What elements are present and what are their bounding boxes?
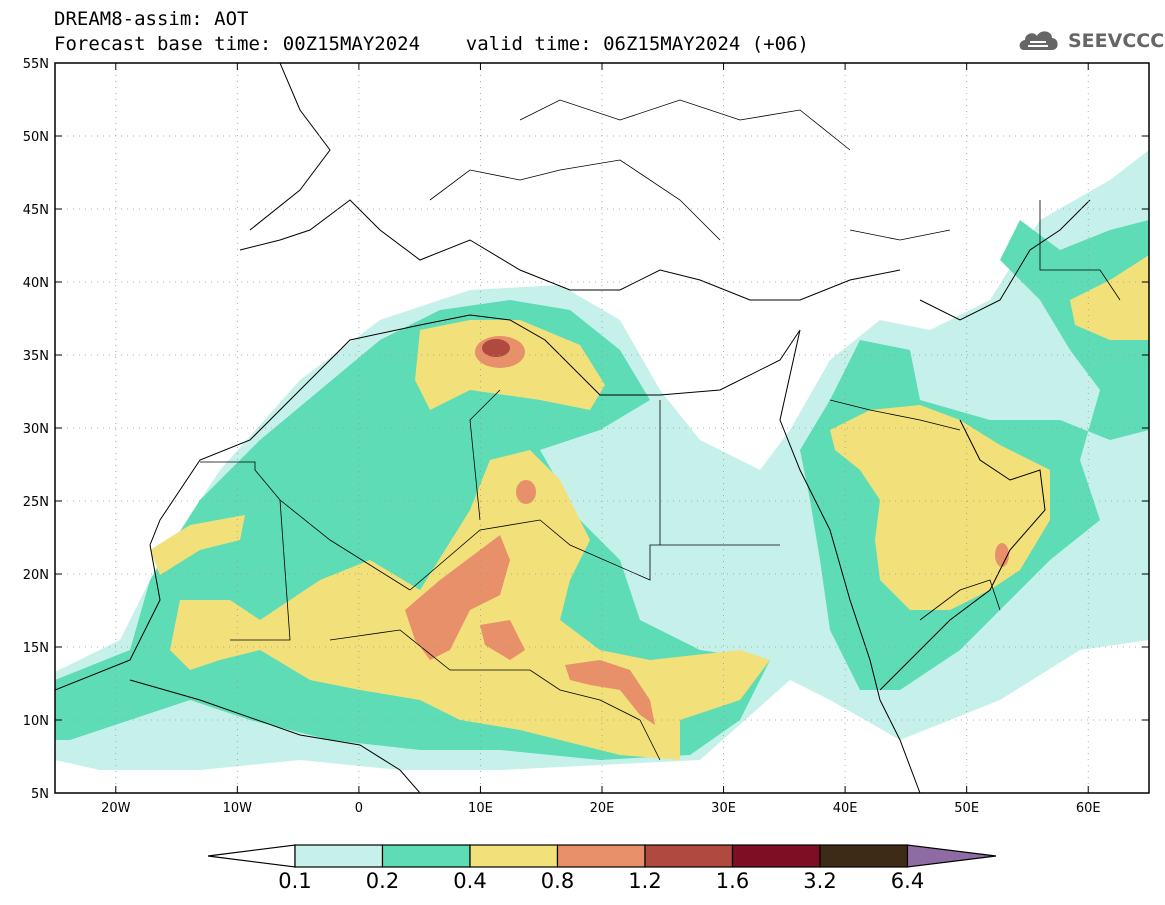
colorbar-swatch (819, 844, 909, 868)
lon-label: 30E (711, 801, 736, 816)
lat-label: 55N (23, 57, 49, 72)
aot-field (55, 150, 1149, 770)
colorbar-label: 1.6 (716, 869, 749, 893)
colorbar-label: 0.8 (541, 869, 574, 893)
aot-band-1.2 (482, 339, 510, 357)
longitude-labels: 20W 10W 0 10E 20E 30E 40E 50E 60E (101, 63, 1101, 816)
cloud-icon (1019, 31, 1058, 50)
lat-label: 45N (23, 203, 49, 218)
colorbar-label: 0.1 (278, 869, 311, 893)
lat-label: 30N (23, 422, 49, 437)
colorbar-swatch (644, 844, 734, 868)
country-borders (200, 99, 1121, 761)
lat-label: 15N (23, 641, 49, 656)
aot-band-0.8-c (565, 660, 655, 725)
lon-label: 60E (1076, 801, 1101, 816)
chart-subtitle: Forecast base time: 00Z15MAY2024 valid t… (54, 33, 809, 55)
lon-label: 40E (833, 801, 858, 816)
aot-band-0.8-b (480, 620, 525, 660)
lon-label: 50E (954, 801, 979, 816)
colorbar-swatch (294, 844, 384, 868)
lat-label: 35N (23, 349, 49, 364)
colorbar-over-arrow (906, 844, 997, 868)
colorbar: 0.1 0.2 0.4 0.8 1.2 1.6 3.2 6.4 (207, 844, 997, 893)
colorbar-label: 0.2 (366, 869, 399, 893)
lon-label: 20E (590, 801, 615, 816)
map-gridlines (55, 63, 1149, 793)
chart-title: DREAM8-assim: AOT (54, 8, 249, 30)
aot-band-0.4-west (150, 515, 245, 575)
lat-label: 10N (23, 714, 49, 729)
colorbar-label: 0.4 (453, 869, 486, 893)
lat-label: 5N (31, 787, 49, 802)
lat-label: 40N (23, 276, 49, 291)
lon-label: 20W (101, 801, 131, 816)
lat-label: 25N (23, 495, 49, 510)
coastlines (55, 63, 1091, 793)
logo-text: SEEVCCC (1068, 30, 1165, 52)
lat-label: 20N (23, 568, 49, 583)
colorbar-swatch (381, 844, 471, 868)
colorbar-label: 1.2 (628, 869, 661, 893)
aot-band-0.8-d (516, 480, 536, 504)
aot-band-0.4-iran (1070, 255, 1149, 340)
lon-label: 10W (223, 801, 253, 816)
lon-label: 10E (468, 801, 493, 816)
colorbar-swatch (731, 844, 821, 868)
colorbar-under-arrow (207, 844, 296, 868)
colorbar-swatch (556, 844, 646, 868)
colorbar-swatch (469, 844, 559, 868)
colorbar-label: 3.2 (803, 869, 836, 893)
latitude-labels: 55N 50N 45N 40N 35N 30N 25N 20N 15N 10N 5N (23, 57, 1149, 802)
colorbar-label: 6.4 (891, 869, 924, 893)
aot-band-0.8-e (995, 543, 1009, 567)
aot-band-0.8 (405, 535, 510, 660)
aot-band-0.4-arabia (830, 405, 1050, 610)
lon-label: 0 (355, 801, 363, 816)
lat-label: 50N (23, 130, 49, 145)
